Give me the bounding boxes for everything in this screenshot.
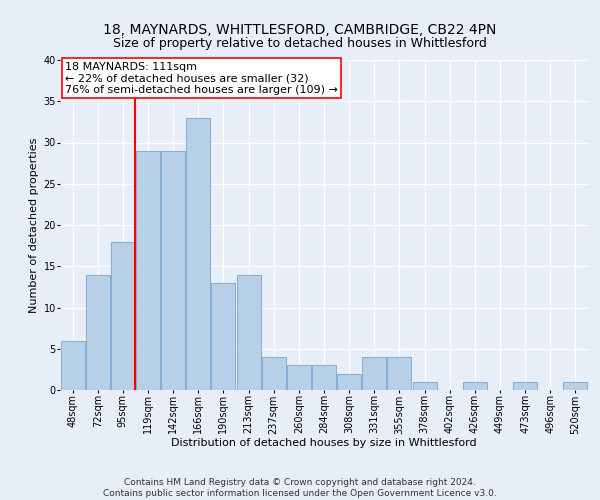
Bar: [211, 283, 235, 390]
Text: 18 MAYNARDS: 111sqm
← 22% of detached houses are smaller (32)
76% of semi-detach: 18 MAYNARDS: 111sqm ← 22% of detached ho…: [65, 62, 338, 95]
Text: 18, MAYNARDS, WHITTLESFORD, CAMBRIDGE, CB22 4PN: 18, MAYNARDS, WHITTLESFORD, CAMBRIDGE, C…: [103, 22, 497, 36]
Bar: [136, 151, 160, 390]
Bar: [413, 382, 437, 390]
Bar: [362, 357, 386, 390]
Bar: [61, 340, 85, 390]
Bar: [312, 365, 336, 390]
Bar: [161, 151, 185, 390]
Bar: [187, 118, 210, 390]
Bar: [513, 382, 537, 390]
Bar: [563, 382, 587, 390]
Bar: [388, 357, 412, 390]
Bar: [463, 382, 487, 390]
Text: Contains HM Land Registry data © Crown copyright and database right 2024.
Contai: Contains HM Land Registry data © Crown c…: [103, 478, 497, 498]
Y-axis label: Number of detached properties: Number of detached properties: [29, 138, 39, 312]
Text: Size of property relative to detached houses in Whittlesford: Size of property relative to detached ho…: [113, 38, 487, 51]
Bar: [86, 274, 110, 390]
Bar: [111, 242, 135, 390]
Bar: [236, 274, 260, 390]
Bar: [262, 357, 286, 390]
Bar: [337, 374, 361, 390]
Bar: [287, 365, 311, 390]
X-axis label: Distribution of detached houses by size in Whittlesford: Distribution of detached houses by size …: [171, 438, 477, 448]
